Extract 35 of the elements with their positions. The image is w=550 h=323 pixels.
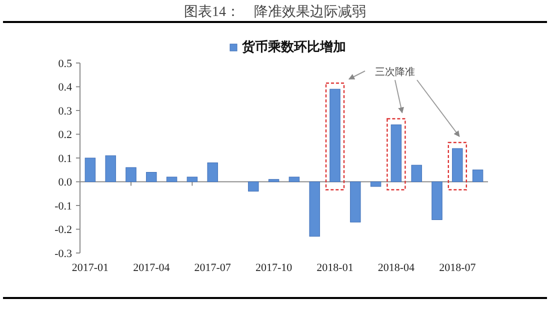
bar [309,182,320,237]
x-tick-label: 2017-04 [133,262,170,274]
legend-label: 货币乘数环比增加 [241,39,346,54]
x-tick-label: 2018-07 [439,262,476,274]
bar [248,182,259,192]
y-tick-label: -0.2 [54,224,72,236]
bar [472,170,484,182]
bar [350,182,361,222]
bar [411,164,422,182]
y-tick-label: 0.3 [58,105,72,118]
bar [432,182,442,220]
chart-title: 图表14： 降准效果边际减弱 [184,4,366,20]
x-tick-label: 2018-01 [316,262,354,274]
bar [370,182,382,187]
annotation: 三次降准 [375,66,415,78]
x-tick-label: 2017-07 [194,262,232,274]
y-tick-label: 0.1 [58,152,72,165]
bar [268,179,280,182]
bar [186,176,198,182]
bar [126,167,136,182]
y-tick-label: -0.1 [54,200,72,212]
y-tick-label: 0.5 [58,58,72,70]
bar [288,176,300,182]
y-tick-label: 0.0 [58,176,72,189]
y-tick-label: -0.3 [54,248,72,260]
x-tick-label: 2017-01 [72,262,109,274]
x-tick-label: 2018-04 [378,262,416,274]
y-tick-label: 0.2 [58,129,72,142]
bar [146,172,157,182]
bar [207,162,218,182]
bar [105,155,116,182]
bar [166,176,178,182]
bar [84,158,96,182]
y-tick-label: 0.4 [58,82,72,94]
x-tick-label: 2017-10 [255,262,293,274]
